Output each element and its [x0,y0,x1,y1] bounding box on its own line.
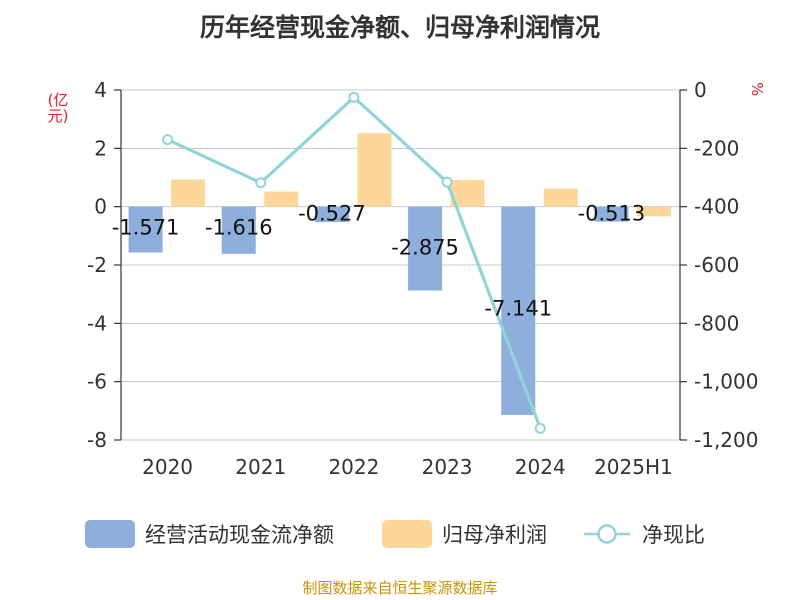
left-tick-label-1: 2 [94,136,107,160]
data-label-operating-cashflow-2020: -1.571 [112,216,180,240]
bar-net-profit-2022 [357,133,392,207]
right-tick-label-4: -800 [694,311,739,335]
legend-swatch-net-profit [382,520,432,548]
left-tick-label-2: 0 [94,195,107,219]
data-source-footer: 制图数据来自恒生聚源数据库 [302,579,498,597]
data-label-operating-cashflow-2024: -7.141 [484,297,552,321]
left-tick-label-0: 4 [94,78,107,102]
bar-operating-cashflow-2020 [128,206,163,253]
point-cash-ratio-2020 [162,134,174,146]
legend-label-operating-cashflow: 经营活动现金流净额 [145,523,334,547]
right-tick-label-3: -600 [694,253,739,277]
right-tick-label-1: -200 [694,136,739,160]
legend-item-cash-ratio[interactable]: 净现比 [582,516,705,552]
bar-net-profit-2025H1 [636,206,671,217]
data-label-operating-cashflow-2022: -0.527 [298,202,366,226]
x-tick-label-2024: 2024 [515,455,566,479]
chart-title: 历年经营现金净额、归母净利润情况 [199,13,600,42]
legend-item-net-profit[interactable]: 归母净利润 [382,516,547,552]
data-label-operating-cashflow-2025H1: -0.513 [578,202,646,226]
left-tick-label-3: -2 [87,253,107,277]
bar-net-profit-2024 [543,188,578,207]
right-tick-label-6: -1,200 [694,428,758,452]
left-tick-label-4: -4 [87,311,107,335]
bar-net-profit-2020 [171,179,206,207]
data-label-operating-cashflow-2021: -1.616 [205,216,273,240]
right-tick-label-5: -1,000 [694,370,758,394]
data-label-operating-cashflow-2023: -2.875 [391,236,459,260]
point-cash-ratio-2021 [255,177,267,189]
x-tick-label-2025H1: 2025H1 [594,455,673,479]
x-tick-label-2020: 2020 [142,455,193,479]
legend-label-net-profit: 归母净利润 [442,523,547,547]
legend-item-operating-cashflow[interactable]: 经营活动现金流净额 [85,516,334,552]
bar-operating-cashflow-2023 [408,206,443,291]
point-cash-ratio-2023 [441,176,453,188]
right-axis-unit: % [748,82,766,97]
line-cash-ratio [166,95,542,429]
chart-legend: 经营活动现金流净额 归母净利润 净现比 [0,516,800,556]
x-tick-label-2022: 2022 [328,455,379,479]
bar-operating-cashflow-2024 [501,206,536,415]
point-cash-ratio-2022 [348,91,360,103]
bar-operating-cashflow-2021 [221,206,256,254]
legend-label-cash-ratio: 净现比 [642,523,705,547]
bar-operating-cashflow-2025H1 [594,206,629,222]
right-tick-label-0: 0 [694,78,707,102]
x-tick-label-2021: 2021 [235,455,286,479]
bar-operating-cashflow-2022 [314,206,349,223]
x-tick-label-2023: 2023 [422,455,473,479]
left-tick-label-6: -8 [87,428,107,452]
point-cash-ratio-2024 [534,422,546,434]
legend-line-circle-icon [584,524,630,544]
bar-net-profit-2021 [264,191,299,207]
left-tick-label-5: -6 [87,370,107,394]
left-axis-unit: (亿元) [47,91,69,125]
legend-swatch-operating-cashflow [85,520,135,548]
right-tick-label-2: -400 [694,195,739,219]
